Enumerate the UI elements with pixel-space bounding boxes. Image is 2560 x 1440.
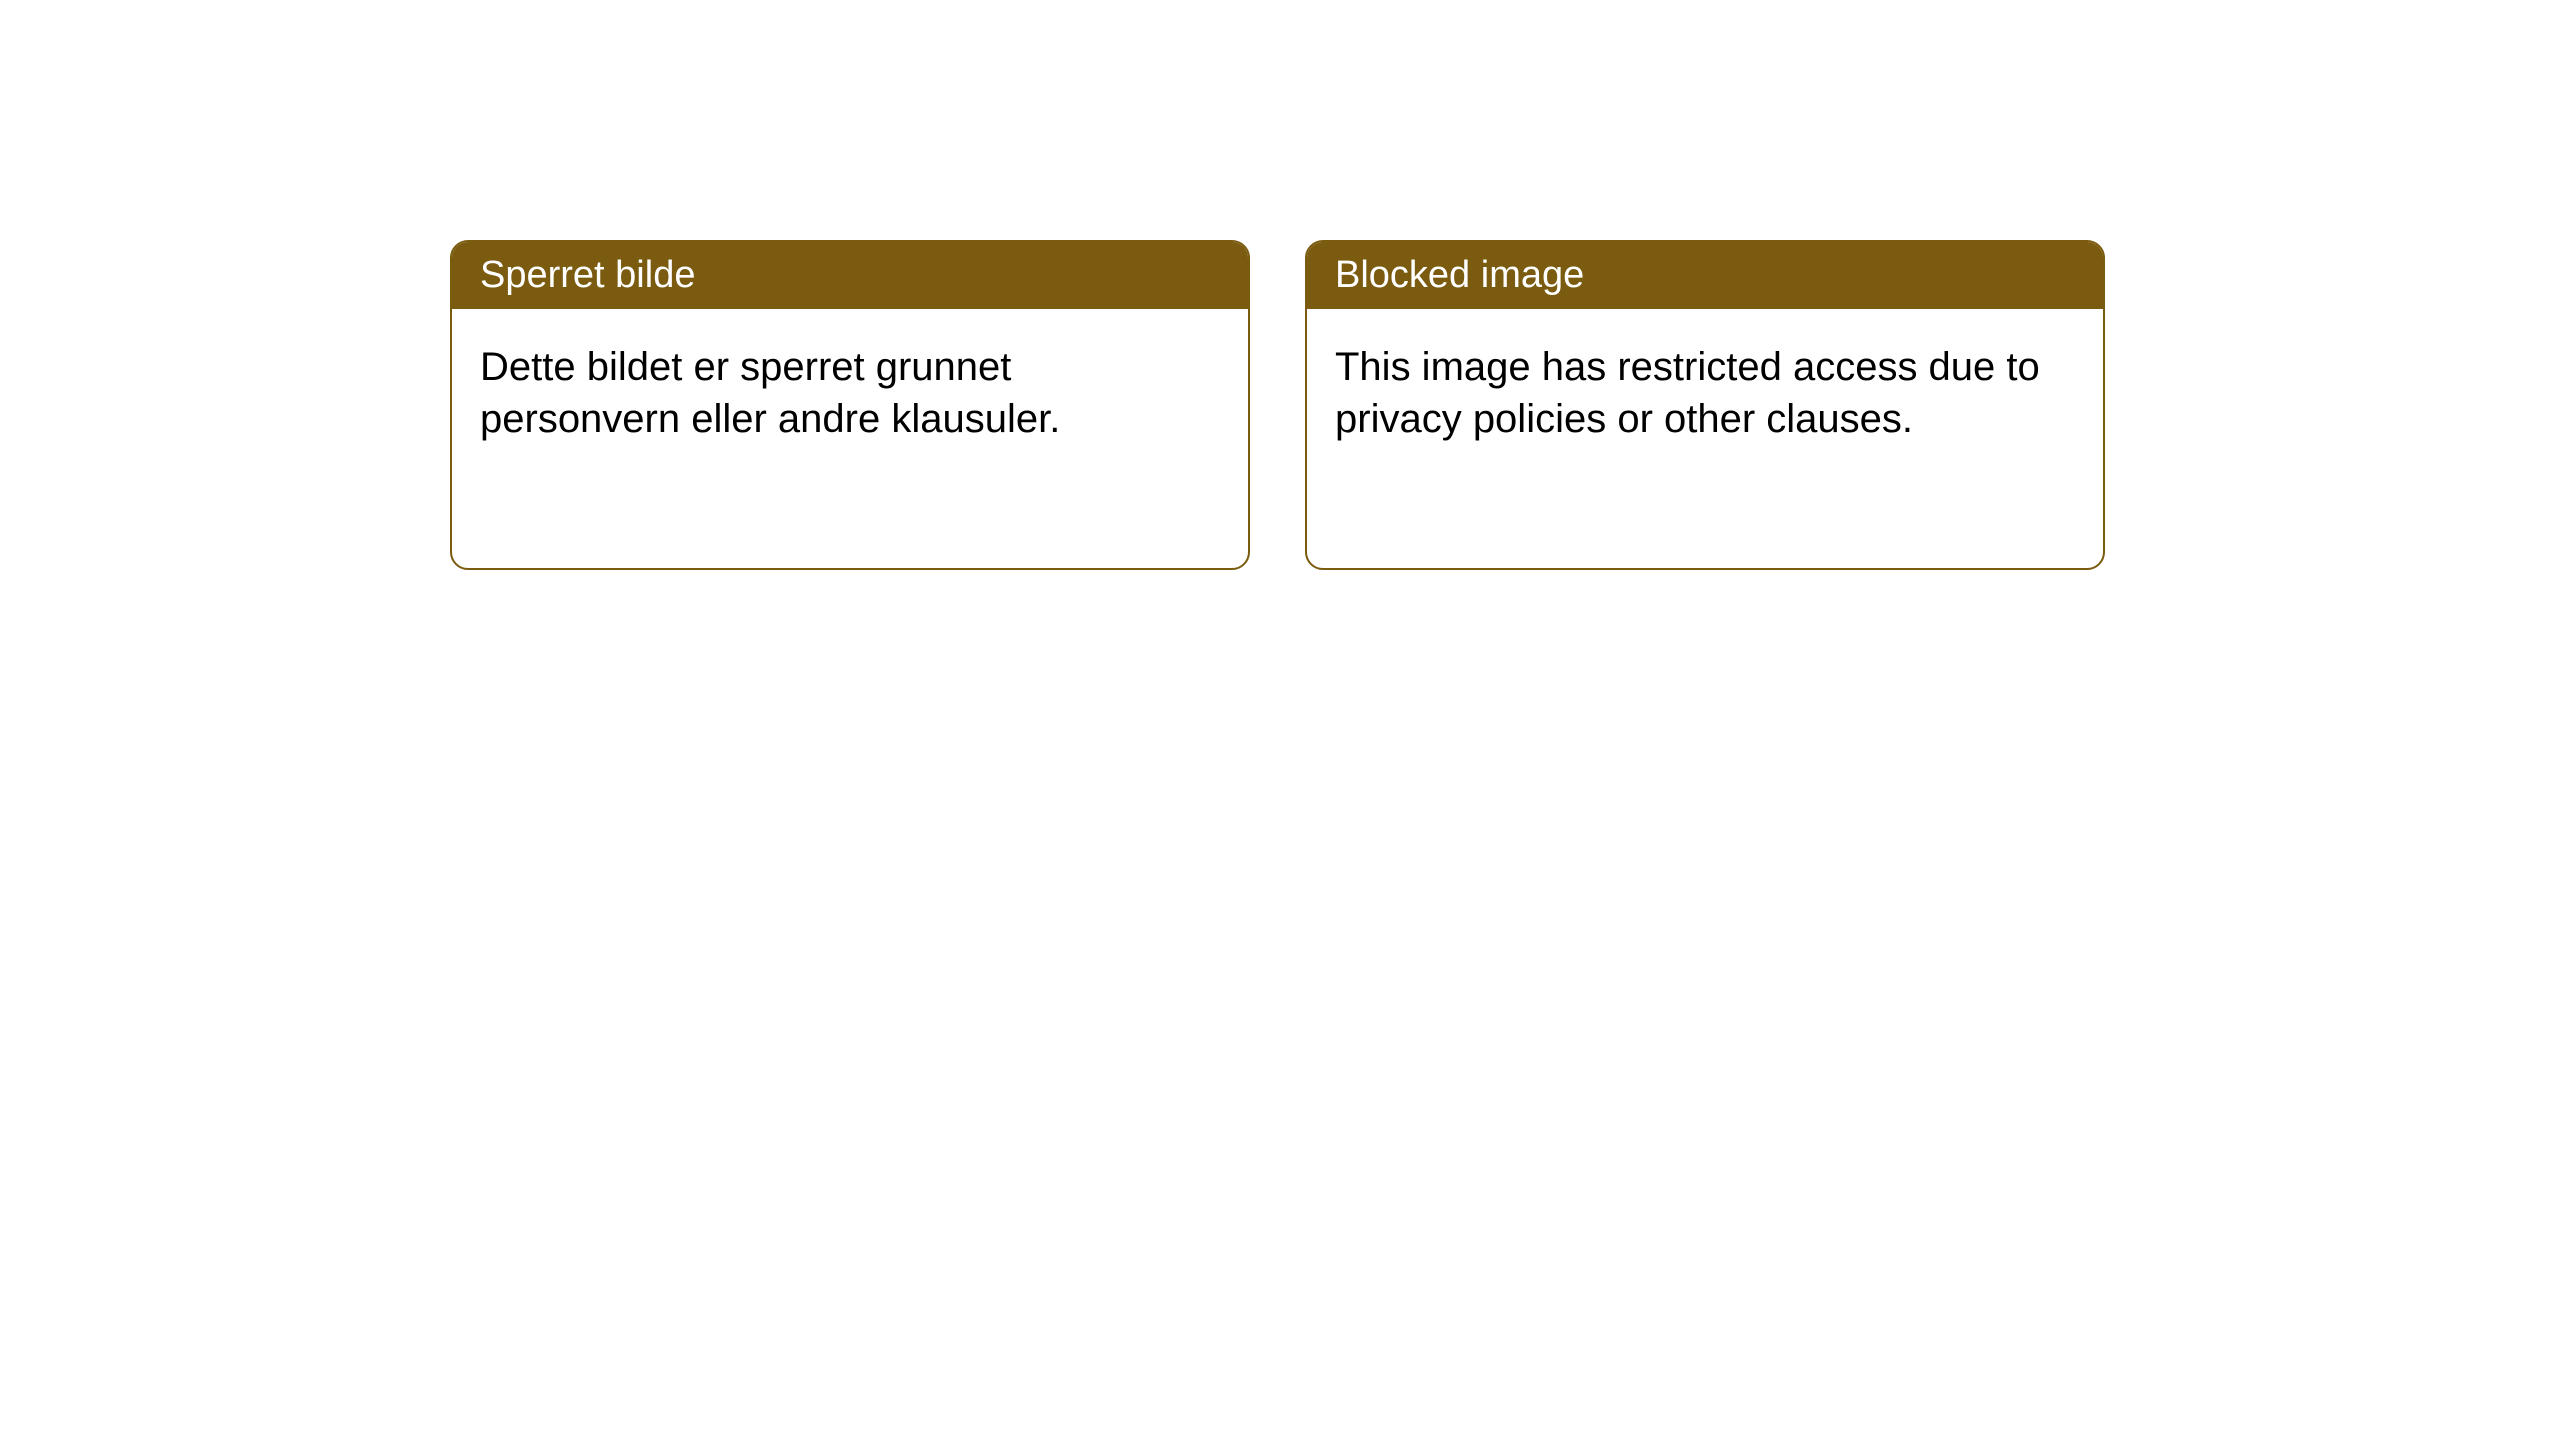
card-body: This image has restricted access due to … [1307,309,2103,477]
notice-card-english: Blocked image This image has restricted … [1305,240,2105,570]
card-title: Blocked image [1335,254,1584,296]
card-body: Dette bildet er sperret grunnet personve… [452,309,1248,477]
notice-cards-container: Sperret bilde Dette bildet er sperret gr… [450,240,2105,570]
card-header: Blocked image [1307,242,2103,309]
card-message: This image has restricted access due to … [1335,345,2040,441]
card-header: Sperret bilde [452,242,1248,309]
card-message: Dette bildet er sperret grunnet personve… [480,345,1060,441]
card-title: Sperret bilde [480,254,695,296]
notice-card-norwegian: Sperret bilde Dette bildet er sperret gr… [450,240,1250,570]
